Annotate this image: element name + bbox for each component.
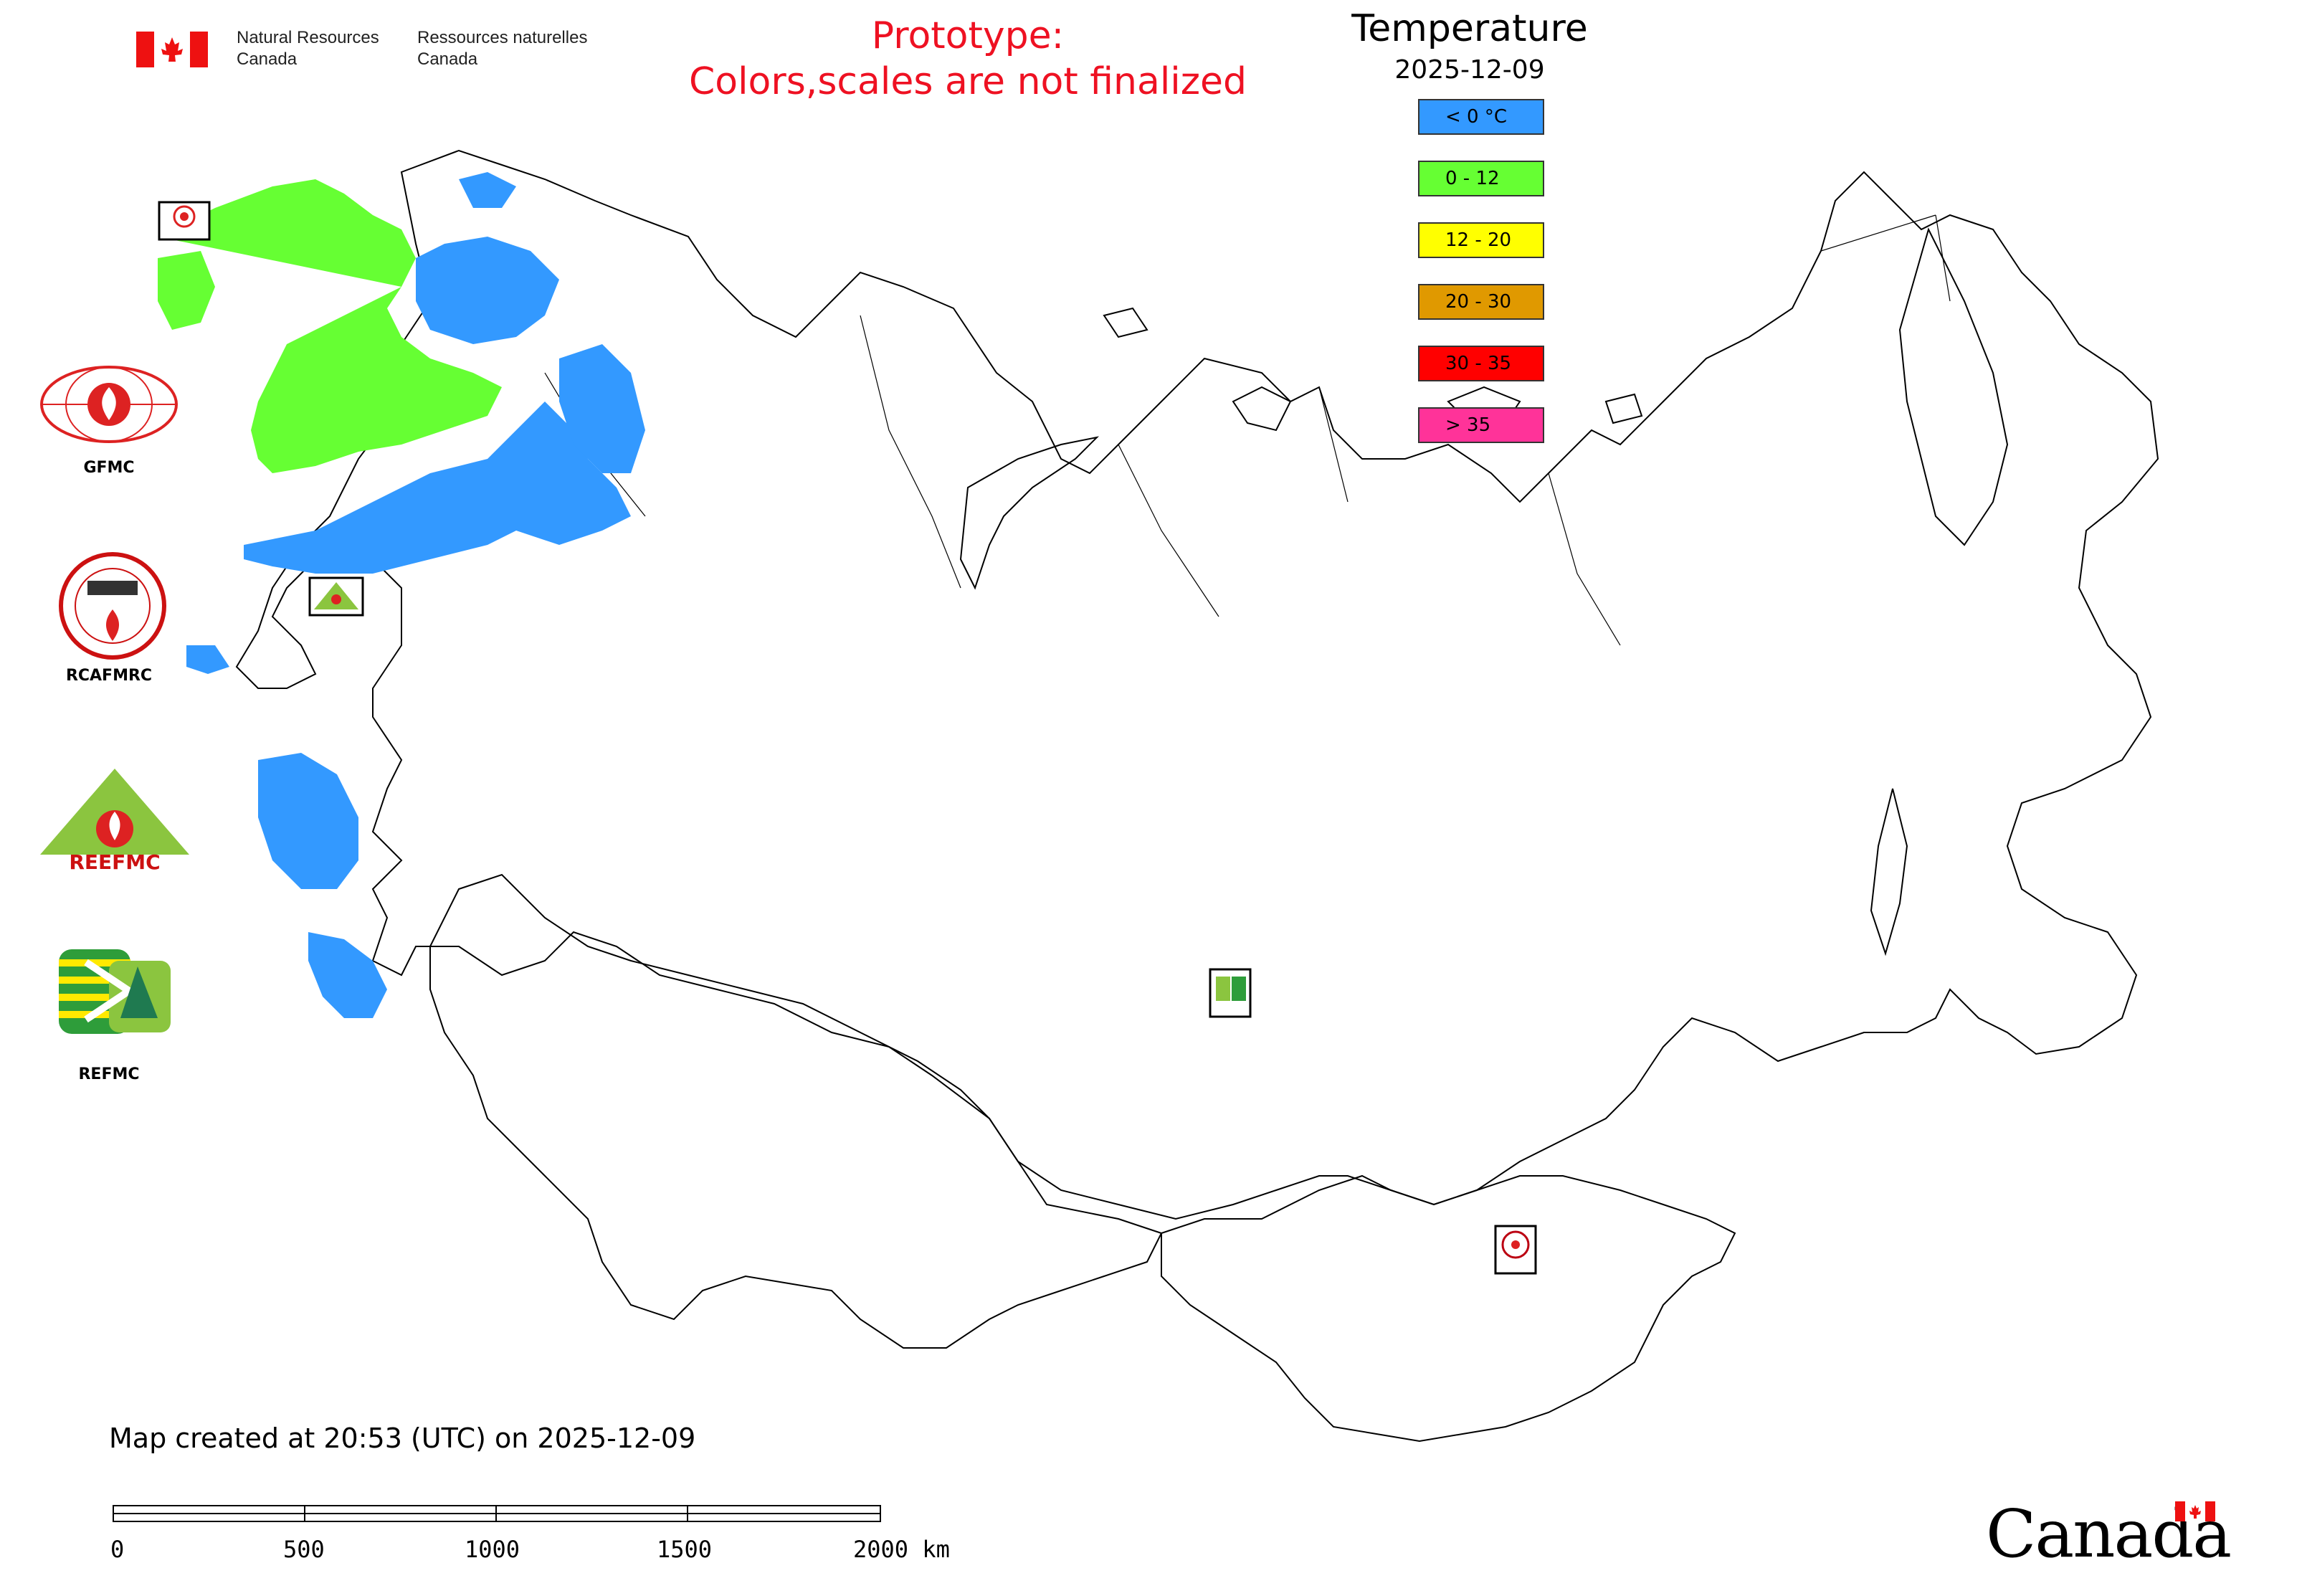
map-marker-gfmc[interactable]	[158, 201, 211, 241]
legend-class-label: 30 - 35	[1445, 353, 1512, 374]
partner-label-rcafmrc: RCAFMRC	[65, 667, 153, 685]
admin-boundaries	[544, 214, 1951, 646]
reefmc-logo-text: REEFMC	[69, 850, 160, 873]
canada-wordmark: Canada	[1986, 1498, 2232, 1570]
scale-tick-1500: 1500	[657, 1536, 712, 1563]
scale-tick-2000: 2000 km	[853, 1536, 950, 1563]
kamchatka-outline	[1898, 227, 2009, 546]
kazakhstan-outline	[429, 873, 1163, 1349]
department-name-en: Natural Resources Canada	[237, 27, 379, 70]
scale-bar: 0 500 1000 1500 2000 km	[100, 1498, 961, 1577]
map-created-note: Map created at 20:53 (UTC) on 2025-12-09	[109, 1422, 696, 1454]
scale-tick-1000: 1000	[465, 1536, 520, 1563]
prototype-note: Prototype: Colors,scales are not finaliz…	[674, 13, 1262, 105]
canada-flag-icon	[136, 32, 208, 67]
department-en-line1: Natural Resources	[237, 28, 379, 47]
legend-class-above-35: > 35	[1418, 407, 1544, 443]
map-marker-refmc[interactable]	[1209, 968, 1252, 1018]
legend-class-label: > 35	[1445, 414, 1491, 436]
rcafmrc-icon	[59, 552, 166, 660]
legend-class-label: 20 - 30	[1445, 291, 1512, 313]
legend-class-30-35: 30 - 35	[1418, 346, 1544, 381]
prototype-line1: Prototype:	[871, 14, 1065, 57]
refmc-icon	[59, 949, 171, 1034]
map-marker-reefmc[interactable]	[308, 576, 364, 617]
reefmc-icon: REEFMC	[40, 769, 189, 874]
temp-0-12-areas	[158, 179, 502, 473]
canada-wordmark-flag-icon	[2175, 1501, 2215, 1521]
prototype-line2: Colors,scales are not finalized	[688, 60, 1247, 103]
department-en-line2: Canada	[237, 49, 298, 69]
partner-label-refmc: REFMC	[78, 1065, 140, 1083]
sakhalin-outline	[1870, 788, 1908, 956]
legend-class-label: < 0 °C	[1445, 106, 1508, 128]
scale-tick-0: 0	[110, 1536, 124, 1563]
department-name-fr: Ressources naturelles Canada	[417, 27, 587, 70]
arctic-islands	[1103, 307, 1643, 432]
map-marker-rcafmrc[interactable]	[1494, 1225, 1537, 1275]
legend-class-12-20: 12 - 20	[1418, 222, 1544, 258]
department-fr-line2: Canada	[417, 49, 478, 69]
scale-tick-500: 500	[283, 1536, 325, 1563]
scale-bar-graphic: 0 500 1000 1500 2000 km	[110, 1505, 950, 1563]
legend-title: Temperature	[1351, 7, 1588, 50]
legend-class-label: 0 - 12	[1445, 168, 1500, 189]
country-outlines	[235, 149, 2159, 1443]
russia-outline	[235, 149, 2159, 1220]
refmc-logo[interactable]	[57, 945, 172, 1038]
rcafmrc-logo[interactable]	[59, 552, 166, 660]
gfmc-icon	[40, 366, 178, 443]
legend-date: 2025-12-09	[1394, 55, 1545, 85]
nrcan-signature: Natural Resources Canada Ressources natu…	[136, 27, 609, 77]
gfmc-logo[interactable]	[37, 364, 181, 457]
mongolia-outline	[1161, 1174, 1736, 1443]
novaya-zemlya-outline	[959, 436, 1100, 590]
legend-class-20-30: 20 - 30	[1418, 284, 1544, 320]
legend-class-0-12: 0 - 12	[1418, 161, 1544, 196]
legend-class-label: 12 - 20	[1445, 229, 1512, 251]
department-fr-line1: Ressources naturelles	[417, 28, 588, 47]
reefmc-logo[interactable]: REEFMC	[36, 766, 194, 874]
partner-label-gfmc: GFMC	[83, 459, 135, 477]
legend-class-below-0: < 0 °C	[1418, 99, 1544, 135]
temp-below-zero-areas	[186, 172, 645, 1018]
